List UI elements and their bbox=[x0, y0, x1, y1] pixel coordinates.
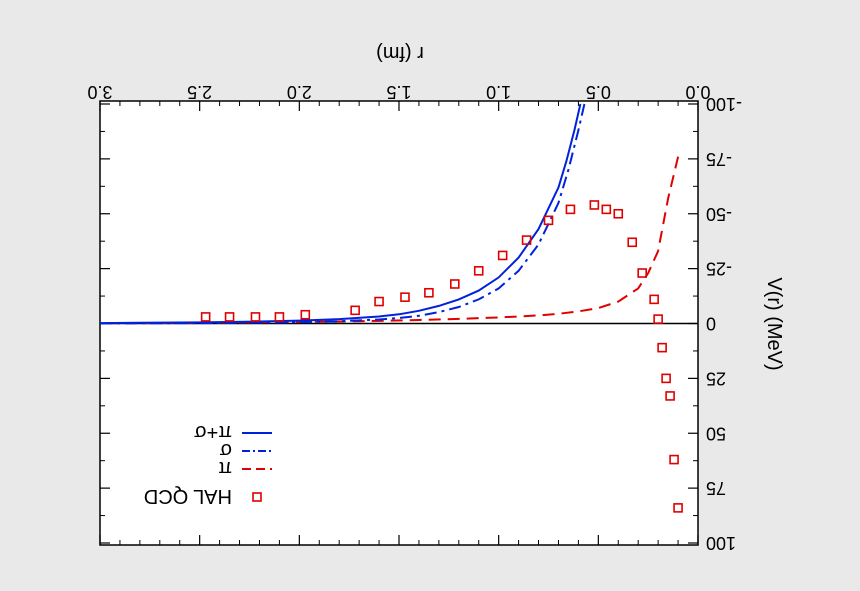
x-tick-label: 1.5 bbox=[386, 82, 411, 102]
x-tick-label: 2.5 bbox=[187, 82, 212, 102]
data-point bbox=[565, 204, 576, 215]
y-tick-label: 50 bbox=[706, 423, 726, 443]
y-tick-label: -75 bbox=[706, 149, 732, 169]
minor-ticks bbox=[100, 101, 698, 545]
legend-label: σ bbox=[219, 439, 232, 461]
data-point bbox=[473, 266, 484, 276]
data-point bbox=[521, 235, 532, 245]
x-tick-label: 0.5 bbox=[586, 82, 611, 102]
data-point bbox=[665, 391, 675, 401]
legend-label: HAL QCD bbox=[144, 485, 232, 507]
data-point bbox=[673, 503, 683, 513]
data-point bbox=[543, 215, 554, 226]
x-tick-label: 0.0 bbox=[685, 82, 710, 102]
hal-qcd-markers bbox=[200, 200, 683, 513]
y-axis-title: V(r) (MeV) bbox=[763, 277, 785, 370]
data-point bbox=[424, 287, 434, 298]
data-point bbox=[350, 305, 360, 316]
y-tick-labels: -100 -75 -50 -25 0 25 50 75 100 bbox=[706, 94, 742, 553]
data-point bbox=[450, 279, 460, 289]
y-tick-label: 75 bbox=[706, 478, 726, 498]
x-tick-labels: 0.0 0.5 1.0 1.5 2.0 2.5 3.0 bbox=[87, 82, 710, 102]
data-point bbox=[374, 296, 384, 307]
legend-label: π bbox=[218, 457, 232, 479]
y-tick-label: 25 bbox=[706, 368, 726, 388]
x-tick-label: 1.0 bbox=[486, 82, 511, 102]
data-point bbox=[274, 312, 285, 322]
x-tick-label: 2.0 bbox=[287, 82, 312, 102]
data-point bbox=[300, 309, 311, 320]
y-tick-label: 100 bbox=[706, 533, 736, 553]
y-axis-ticks bbox=[100, 103, 698, 544]
data-point bbox=[637, 268, 647, 278]
data-point bbox=[649, 294, 659, 305]
y-tick-label: 0 bbox=[706, 314, 716, 334]
x-tick-label: 3.0 bbox=[87, 82, 112, 102]
data-point bbox=[601, 204, 612, 215]
y-tick-label: -100 bbox=[706, 94, 742, 114]
y-tick-label: -25 bbox=[706, 259, 732, 279]
data-point bbox=[669, 454, 679, 465]
data-point bbox=[661, 373, 671, 384]
data-point bbox=[400, 292, 410, 302]
data-point bbox=[613, 208, 624, 219]
data-point bbox=[657, 342, 667, 353]
x-axis-title: r (fm) bbox=[376, 42, 424, 64]
data-point bbox=[653, 314, 663, 324]
legend: HAL QCD πσπ+σ bbox=[144, 421, 272, 507]
data-point bbox=[589, 200, 600, 210]
legend-label: π+σ bbox=[194, 421, 232, 443]
series-line bbox=[99, 103, 586, 325]
y-tick-label: -50 bbox=[706, 204, 732, 224]
data-point bbox=[497, 250, 508, 261]
data-point bbox=[224, 312, 235, 322]
data-point bbox=[200, 312, 211, 322]
data-point bbox=[250, 312, 261, 322]
legend-sample bbox=[252, 492, 262, 502]
data-point bbox=[627, 237, 638, 248]
